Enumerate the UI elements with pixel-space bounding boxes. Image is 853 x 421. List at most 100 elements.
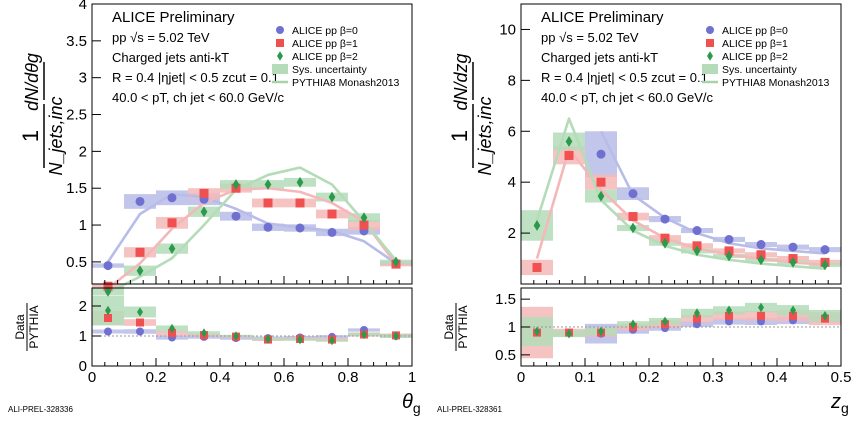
x-axis-title: θg bbox=[402, 391, 421, 416]
main-plot-frame bbox=[520, 3, 842, 285]
legend-label-0: ALICE pp β=0 bbox=[722, 25, 788, 37]
y-tick-label: 4 bbox=[508, 174, 516, 191]
ratio-y-tick-label: 1 bbox=[508, 319, 516, 336]
x-tick-label: 0.1 bbox=[575, 369, 596, 386]
legend-marker-2 bbox=[277, 51, 283, 61]
data-point-0-7 bbox=[327, 227, 337, 237]
x-tick-label: 0.6 bbox=[274, 369, 295, 386]
ratio-point-1-1 bbox=[136, 318, 144, 327]
legend-label-2: ALICE pp β=2 bbox=[292, 51, 358, 63]
x-axis-title: zg bbox=[830, 391, 849, 416]
data-point-2-3 bbox=[629, 222, 637, 234]
legend-label-3: Sys. uncertainty bbox=[292, 64, 367, 76]
legend-label-4: PYTHIA8 Monash2013 bbox=[292, 77, 400, 89]
legend-label-0: ALICE pp β=0 bbox=[292, 25, 358, 37]
data-point-0-5 bbox=[692, 226, 702, 236]
y-title-denominator: N_jets,inc bbox=[475, 96, 495, 175]
data-point-2-3 bbox=[200, 206, 208, 218]
y-tick-label: 1.5 bbox=[66, 180, 87, 197]
ratio-point-2-9 bbox=[393, 331, 399, 341]
ratio-point-1-5 bbox=[693, 314, 701, 323]
info-line-0: ALICE Preliminary bbox=[541, 9, 664, 26]
legend-sys-swatch bbox=[702, 64, 718, 74]
legend-marker-0 bbox=[706, 26, 714, 34]
ratio-point-2-4 bbox=[233, 331, 239, 341]
ratio-title-data: Data bbox=[442, 314, 456, 340]
y-title-dn: dN/dθg bbox=[22, 53, 42, 111]
legend-label-2: ALICE pp β=2 bbox=[722, 51, 788, 63]
x-tick-label: 1 bbox=[408, 369, 416, 386]
y-tick-label: 3 bbox=[79, 70, 87, 87]
data-point-0-2 bbox=[596, 149, 606, 159]
y-title-one: 1 bbox=[18, 130, 43, 142]
y-title-denominator: N_jets,inc bbox=[46, 96, 66, 175]
legend-label-4: PYTHIA8 Monash2013 bbox=[722, 77, 830, 89]
data-point-0-4 bbox=[231, 211, 241, 221]
ratio-axis-title: Data PYTHIA bbox=[442, 303, 470, 351]
data-point-0-5 bbox=[263, 222, 273, 232]
info-line-0: ALICE Preliminary bbox=[112, 9, 235, 26]
ratio-point-2-5 bbox=[265, 334, 271, 344]
y-tick-label: 10 bbox=[499, 21, 516, 38]
x-tick-label: 0.2 bbox=[639, 369, 660, 386]
data-point-1-2 bbox=[167, 218, 177, 228]
ratio-point-2-3 bbox=[630, 319, 636, 330]
ratio-title-pythia: PYTHIA bbox=[27, 305, 41, 348]
info-line-3: R = 0.4 |ηjet| < 0.5 zcut = 0.1 bbox=[541, 70, 708, 85]
data-point-1-3 bbox=[199, 188, 209, 198]
data-point-0-6 bbox=[295, 223, 305, 233]
legend-label-1: ALICE pp β=1 bbox=[722, 38, 788, 50]
ratio-point-2-3 bbox=[201, 328, 207, 338]
data-point-0-3 bbox=[628, 189, 638, 199]
pythia-line-0 bbox=[599, 130, 826, 255]
y-tick-label: 3.5 bbox=[66, 33, 87, 50]
pythia-line-1 bbox=[535, 147, 826, 267]
ratio-y-tick-label: 0 bbox=[79, 358, 87, 375]
ratio-point-2-6 bbox=[726, 305, 732, 316]
data-point-2-4 bbox=[661, 237, 669, 249]
data-point-2-6 bbox=[296, 176, 304, 188]
data-point-2-4 bbox=[232, 179, 240, 190]
ratio-y-tick-label: 0.5 bbox=[495, 347, 516, 364]
data-point-1-2 bbox=[596, 177, 606, 187]
data-point-2-1 bbox=[136, 265, 144, 277]
ratio-point-2-0 bbox=[534, 326, 540, 337]
data-point-2-8 bbox=[360, 212, 368, 224]
ratio-title-pythia: PYTHIA bbox=[456, 305, 470, 348]
ratio-point-2-1 bbox=[137, 307, 143, 317]
ratio-point-2-9 bbox=[822, 311, 828, 321]
y-tick-label: 6 bbox=[508, 123, 516, 140]
legend-label-1: ALICE pp β=1 bbox=[292, 38, 358, 50]
ratio-point-2-7 bbox=[758, 302, 764, 313]
legend-marker-2 bbox=[707, 51, 713, 61]
x-tick-label: 0.3 bbox=[703, 369, 724, 386]
data-point-0-9 bbox=[820, 245, 830, 255]
x-tick-label: 0 bbox=[88, 369, 96, 386]
data-point-2-6 bbox=[725, 250, 733, 262]
data-point-2-9 bbox=[392, 256, 400, 268]
x-tick-label: 0 bbox=[517, 369, 525, 386]
y-tick-label: 0.5 bbox=[66, 254, 87, 271]
pythia-line-2 bbox=[535, 117, 826, 271]
watermark: ALI-PREL-328336 bbox=[8, 405, 73, 414]
ratio-point-2-2 bbox=[598, 326, 604, 337]
ratio-point-1-7 bbox=[757, 311, 765, 320]
data-point-2-2 bbox=[597, 190, 605, 202]
ratio-point-2-2 bbox=[169, 323, 175, 334]
ratio-point-2-7 bbox=[329, 335, 335, 346]
x-tick-label: 0.2 bbox=[146, 369, 167, 386]
ratio-point-2-1 bbox=[566, 328, 572, 339]
info-line-2: Charged jets anti-kT bbox=[112, 50, 229, 65]
data-point-0-1 bbox=[135, 196, 145, 206]
ratio-point-2-8 bbox=[790, 305, 796, 316]
ratio-y-tick-label: 1.5 bbox=[495, 291, 516, 308]
data-point-0-6 bbox=[724, 234, 734, 244]
y-title-one: 1 bbox=[447, 130, 472, 142]
ratio-y-tick-label: 2 bbox=[79, 298, 87, 315]
data-point-1-1 bbox=[564, 150, 574, 160]
y-tick-label: 4 bbox=[79, 0, 87, 13]
legend-sys-swatch bbox=[272, 64, 288, 74]
ratio-axis-title: Data PYTHIA bbox=[13, 303, 41, 351]
